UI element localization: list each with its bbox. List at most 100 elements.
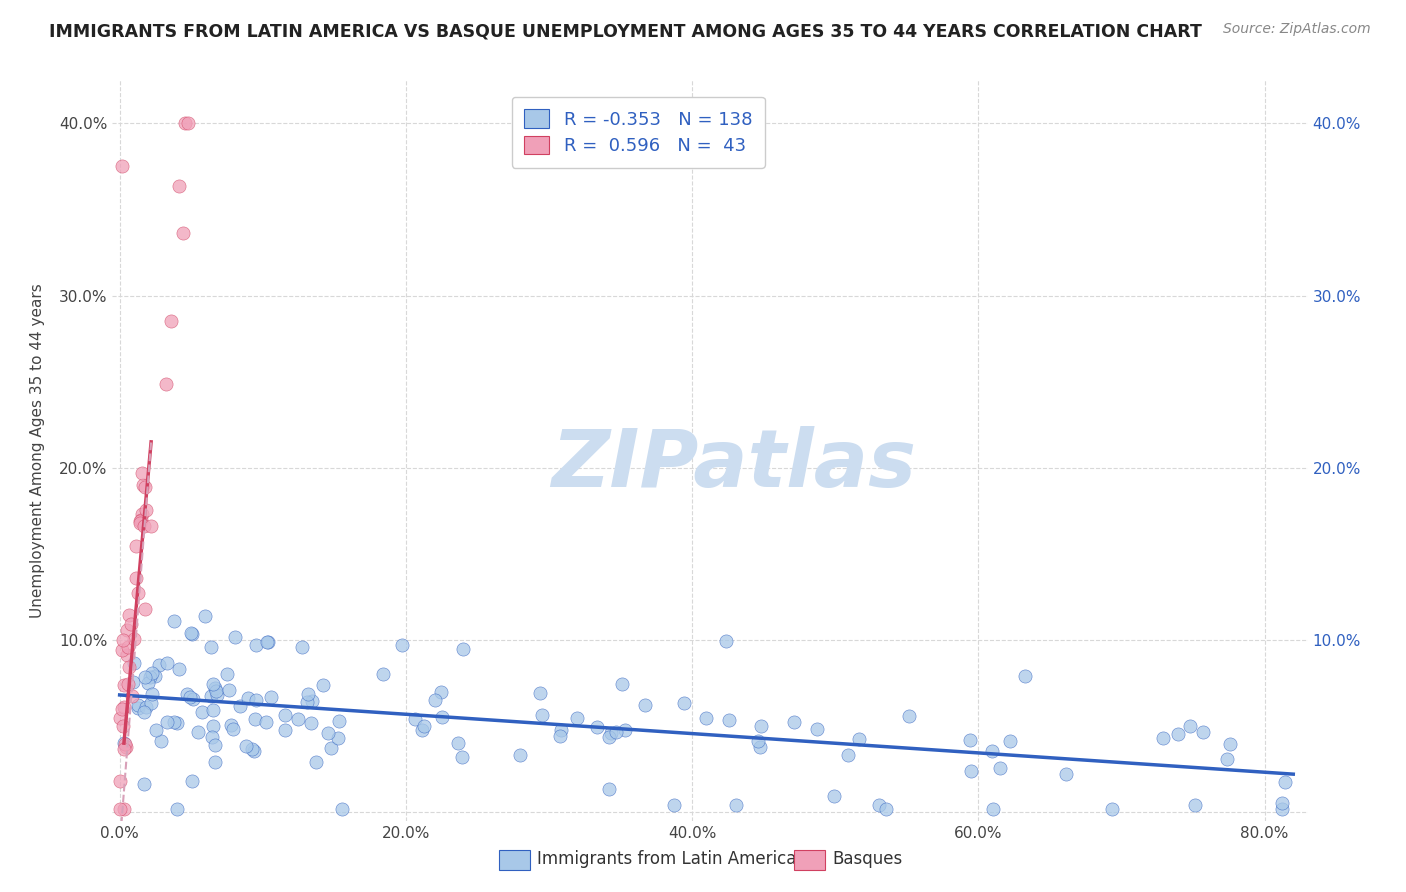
Point — [117, 677, 139, 691]
Point — [1219, 737, 1241, 751]
Point — [869, 798, 891, 813]
Point — [806, 723, 828, 737]
Point — [998, 734, 1021, 748]
Point — [411, 723, 433, 737]
Point — [134, 480, 156, 494]
Point — [167, 179, 190, 194]
Point — [124, 539, 146, 553]
Point — [145, 723, 167, 737]
Point — [163, 614, 186, 628]
Point — [724, 798, 747, 813]
Point — [111, 160, 134, 174]
Point — [391, 638, 413, 652]
Point — [1216, 752, 1239, 766]
Point — [112, 633, 135, 648]
Point — [565, 711, 588, 725]
Point — [823, 789, 845, 804]
Point — [751, 719, 773, 733]
Point — [134, 602, 156, 616]
Point — [110, 711, 132, 725]
Point — [201, 730, 224, 744]
Point — [446, 736, 468, 750]
Point — [509, 747, 531, 762]
Point — [127, 701, 149, 715]
Point — [125, 570, 148, 584]
Point — [141, 687, 163, 701]
Point — [717, 714, 740, 728]
Point — [600, 726, 623, 740]
Point — [897, 709, 920, 723]
Point — [118, 659, 141, 673]
Point — [110, 642, 132, 657]
Point — [122, 675, 145, 690]
Point — [132, 477, 155, 491]
Point — [848, 732, 870, 747]
Point — [297, 688, 319, 702]
Point — [200, 640, 222, 654]
Y-axis label: Unemployment Among Ages 35 to 44 years: Unemployment Among Ages 35 to 44 years — [31, 283, 45, 618]
Point — [423, 693, 446, 707]
Point — [256, 635, 278, 649]
Legend: R = -0.353   N = 138, R =  0.596   N =  43: R = -0.353 N = 138, R = 0.596 N = 43 — [512, 96, 765, 168]
Point — [215, 666, 238, 681]
Point — [1152, 731, 1174, 745]
Text: IMMIGRANTS FROM LATIN AMERICA VS BASQUE UNEMPLOYMENT AMONG AGES 35 TO 44 YEARS C: IMMIGRANTS FROM LATIN AMERICA VS BASQUE … — [49, 22, 1202, 40]
Point — [1167, 727, 1189, 741]
Point — [114, 737, 136, 751]
Point — [301, 694, 323, 708]
Point — [112, 736, 135, 750]
Point — [243, 712, 266, 726]
Point — [959, 733, 981, 747]
Point — [166, 715, 188, 730]
Point — [139, 518, 162, 533]
Point — [605, 725, 627, 739]
Point — [299, 716, 322, 731]
Point — [156, 714, 179, 729]
Point — [117, 640, 139, 655]
Point — [254, 714, 277, 729]
Point — [139, 696, 162, 710]
Point — [1178, 719, 1201, 733]
Point — [122, 656, 145, 670]
Point — [257, 634, 280, 648]
Point — [404, 712, 426, 726]
Point — [141, 666, 163, 681]
Point — [328, 731, 350, 746]
Point — [245, 693, 267, 707]
Point — [114, 739, 136, 754]
Point — [1101, 801, 1123, 815]
Point — [634, 698, 657, 713]
Point — [413, 719, 436, 733]
Point — [783, 714, 806, 729]
Point — [187, 725, 209, 739]
Point — [837, 747, 859, 762]
Point — [173, 116, 195, 130]
Point — [312, 678, 335, 692]
Point — [318, 725, 340, 739]
Text: Basques: Basques — [832, 850, 903, 868]
Point — [135, 503, 157, 517]
Point — [1271, 801, 1294, 815]
Point — [332, 801, 354, 815]
Point — [1184, 797, 1206, 812]
Point — [321, 740, 343, 755]
Point — [167, 662, 190, 676]
Point — [219, 718, 242, 732]
Point — [163, 715, 186, 730]
Point — [222, 722, 245, 736]
Point — [149, 733, 172, 747]
Point — [118, 608, 141, 623]
Point — [243, 744, 266, 758]
Point — [202, 677, 225, 691]
Point — [287, 712, 309, 726]
Point — [115, 648, 138, 662]
Point — [134, 670, 156, 684]
Text: ZIPatlas: ZIPatlas — [551, 426, 917, 504]
Point — [155, 656, 177, 670]
Point — [194, 609, 217, 624]
Point — [180, 773, 202, 788]
Point — [598, 781, 620, 796]
Point — [988, 761, 1011, 775]
Point — [430, 710, 453, 724]
Point — [585, 720, 607, 734]
